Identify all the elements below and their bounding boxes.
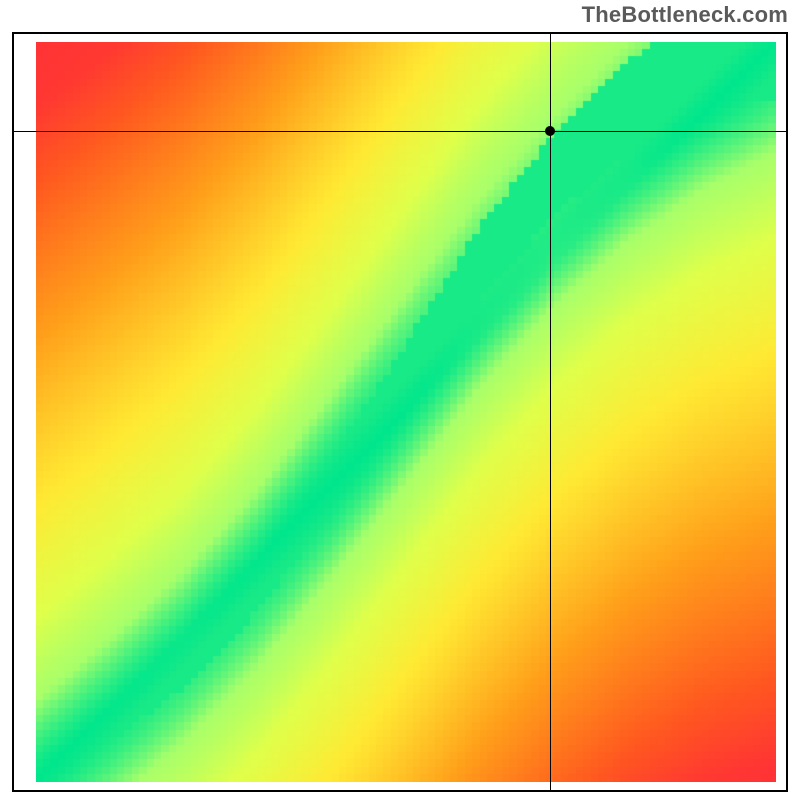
crosshair-horizontal: [12, 131, 788, 132]
heatmap-canvas: [36, 42, 776, 782]
crosshair-marker: [545, 126, 555, 136]
heatmap-area: [36, 42, 776, 782]
watermark-text: TheBottleneck.com: [582, 2, 788, 28]
chart-container: TheBottleneck.com: [0, 0, 800, 800]
crosshair-vertical: [550, 32, 551, 792]
